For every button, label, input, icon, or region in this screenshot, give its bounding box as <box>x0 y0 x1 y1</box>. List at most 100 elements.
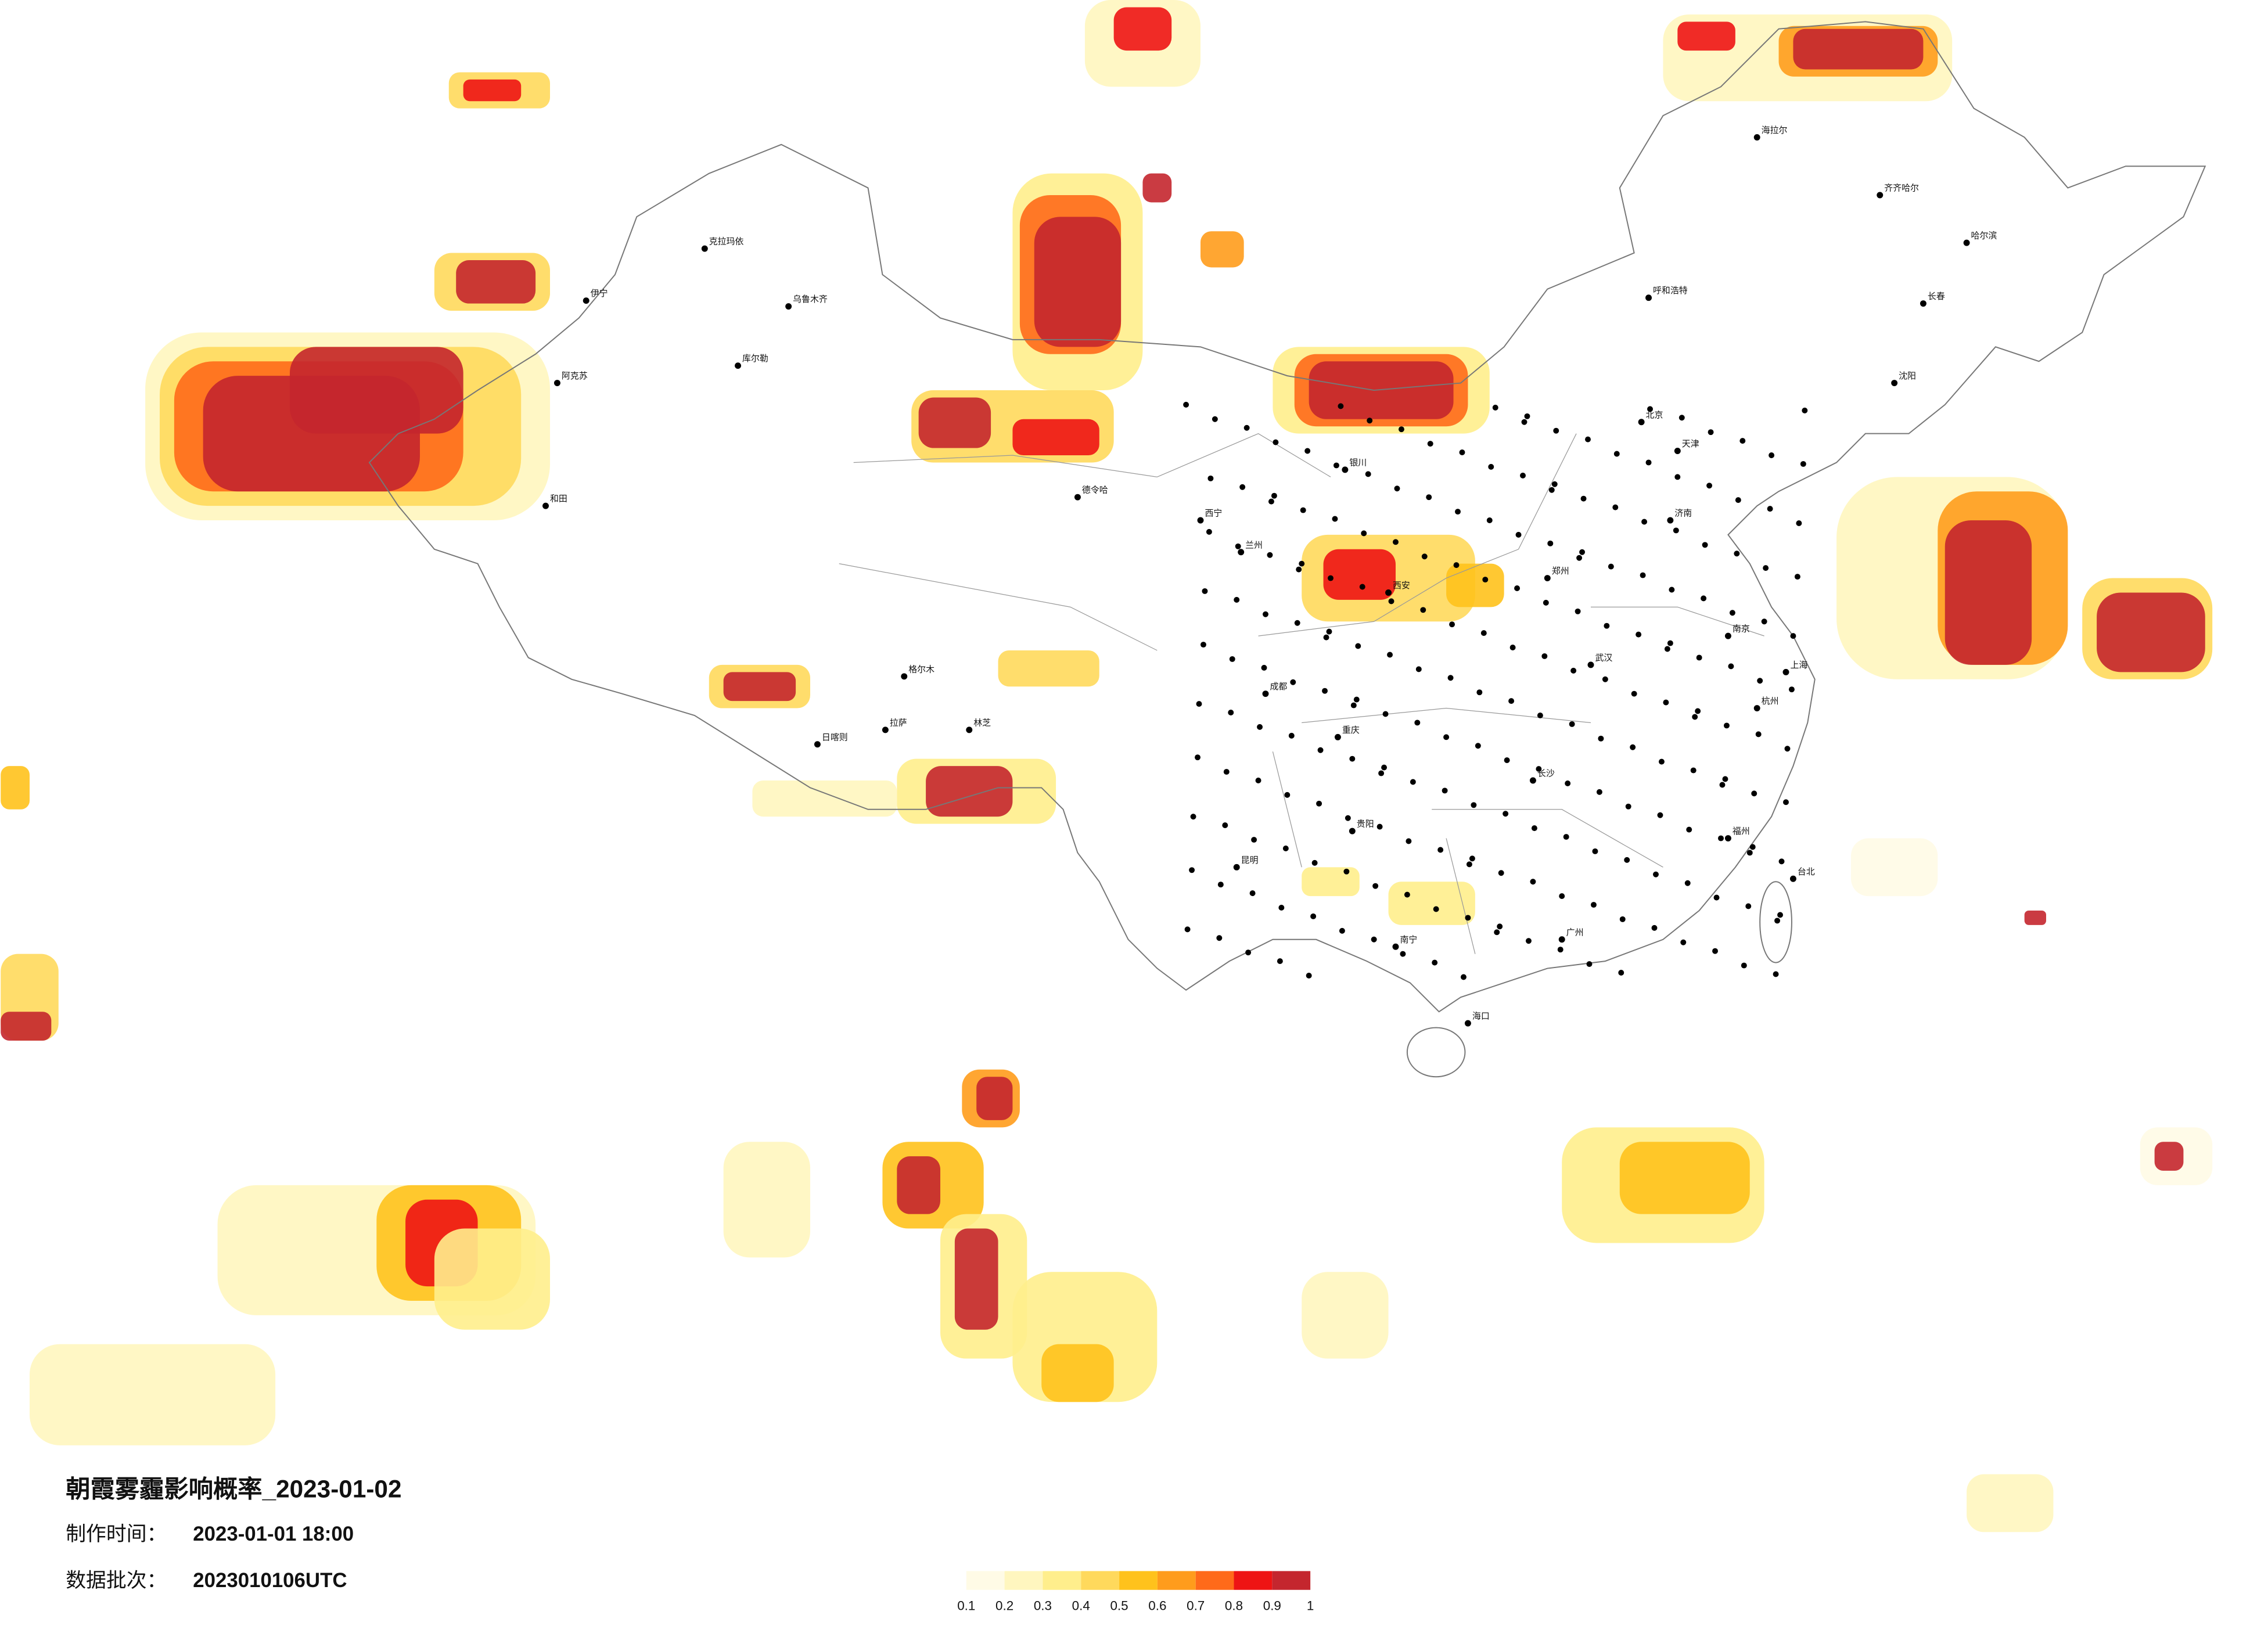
city-label: 齐齐哈尔 <box>1884 184 1919 193</box>
city-dot <box>966 726 973 733</box>
city-dot <box>1494 929 1500 936</box>
city-label: 重庆 <box>1342 725 1360 735</box>
city-dot <box>1300 507 1306 513</box>
city-dot <box>1524 413 1530 419</box>
city-dot <box>1543 599 1549 606</box>
city-label: 郑州 <box>1552 566 1569 576</box>
city-dot <box>1667 640 1673 646</box>
city-label: 库尔勒 <box>742 354 768 364</box>
probability-patch <box>998 650 1099 687</box>
city-dot <box>1222 822 1228 829</box>
city-dot <box>1592 848 1598 854</box>
city-dot <box>1612 504 1619 510</box>
city-dot <box>1323 634 1329 641</box>
legend-tick-label: 0.2 <box>995 1599 1013 1613</box>
city-dot <box>1724 632 1731 639</box>
legend-tick-label: 0.3 <box>1034 1599 1052 1613</box>
city-label: 沈阳 <box>1899 371 1916 381</box>
city-dot <box>1196 701 1202 707</box>
legend-tick-label: 0.6 <box>1148 1599 1166 1613</box>
city-label: 克拉玛依 <box>709 237 744 247</box>
legend-swatch <box>1195 1571 1234 1590</box>
city-dot <box>583 297 590 304</box>
city-dot <box>1684 880 1691 886</box>
city-dot <box>1388 598 1394 605</box>
city-dot <box>1557 947 1563 953</box>
city-dot <box>1427 441 1433 447</box>
city-dot <box>1476 689 1483 696</box>
city-dot <box>1326 628 1332 635</box>
city-label: 昆明 <box>1241 855 1259 865</box>
city-dot <box>1223 769 1230 775</box>
city-dot <box>1503 811 1509 817</box>
city-dot <box>1788 686 1795 693</box>
city-dot <box>1575 608 1581 614</box>
city-dot <box>1790 633 1796 639</box>
city-label: 北京 <box>1646 410 1663 420</box>
city-dot <box>1238 549 1245 556</box>
legend-tick-label: 1 <box>1307 1599 1314 1613</box>
city-dot <box>1631 690 1637 697</box>
city-dot <box>1273 439 1279 445</box>
city-dot <box>1773 971 1779 977</box>
city-label: 西宁 <box>1205 509 1222 519</box>
city-dot <box>785 303 792 310</box>
city-label: 银川 <box>1349 458 1367 467</box>
city-dot <box>1563 834 1569 840</box>
city-dot <box>1724 835 1731 842</box>
city-dot <box>1392 943 1399 950</box>
probability-patch <box>434 1228 550 1330</box>
city-dot <box>1755 731 1762 738</box>
city-dot <box>1345 815 1351 821</box>
city-dot <box>1299 560 1305 567</box>
city-dot <box>1778 858 1785 865</box>
city-dot <box>1410 779 1416 785</box>
city-dot <box>1189 867 1195 873</box>
city-dot <box>1630 744 1636 750</box>
city-dot <box>1480 630 1487 636</box>
city-label: 贵阳 <box>1357 819 1374 829</box>
city-dot <box>1718 835 1724 841</box>
city-dot <box>1664 646 1670 652</box>
probability-patch <box>2154 1142 2184 1171</box>
city-dot <box>1686 826 1692 833</box>
city-dot <box>1777 912 1784 918</box>
city-dot <box>1529 777 1536 784</box>
probability-patch <box>723 1142 810 1258</box>
city-label: 日喀则 <box>822 732 848 742</box>
hainan <box>1406 1027 1466 1078</box>
probability-patch <box>897 1156 940 1214</box>
city-dot <box>1587 661 1594 668</box>
probability-field <box>1 0 2213 1533</box>
city-dot <box>1569 721 1575 727</box>
city-dot <box>1596 789 1602 795</box>
city-dot <box>1183 401 1189 408</box>
city-dot <box>1278 905 1285 911</box>
city-dot <box>1465 915 1471 921</box>
city-dot <box>1782 668 1789 675</box>
city-label: 伊宁 <box>591 289 608 298</box>
city-dot <box>1464 1020 1471 1027</box>
city-dot <box>1333 462 1339 469</box>
probability-patch <box>1142 173 1172 203</box>
city-dot <box>1406 838 1412 844</box>
city-dot <box>1667 517 1674 524</box>
city-dot <box>1284 792 1291 798</box>
city-dot <box>1521 419 1527 425</box>
probability-patch <box>1041 1344 1114 1402</box>
city-dot <box>1361 530 1367 537</box>
city-dot <box>1251 837 1257 843</box>
city-dot <box>1669 587 1675 593</box>
city-dot <box>1367 418 1373 424</box>
probability-patch <box>954 1228 998 1330</box>
city-dot <box>1482 577 1489 583</box>
city-dot <box>1763 565 1769 571</box>
city-dot <box>1641 519 1648 525</box>
city-dot <box>1267 552 1273 558</box>
city-dot <box>1393 539 1399 545</box>
city-dot <box>1385 589 1392 596</box>
city-dot <box>1443 734 1450 740</box>
city-dot <box>1310 913 1317 919</box>
city-dot <box>1576 555 1583 561</box>
city-dot <box>1877 192 1884 199</box>
